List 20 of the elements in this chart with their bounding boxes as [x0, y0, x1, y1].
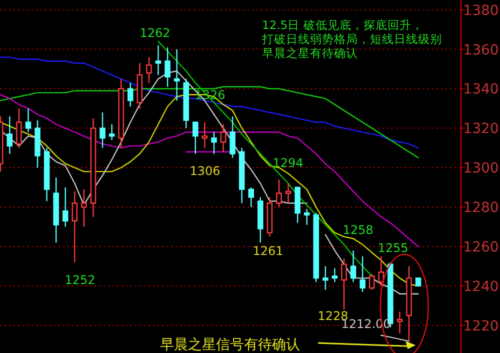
annotation: 早晨之星有待确认 — [262, 46, 358, 60]
annotation: 早晨之星信号有待确认 — [160, 337, 300, 353]
y-tick-label: 1280 — [463, 200, 499, 216]
y-tick-label: 1220 — [463, 318, 499, 334]
y-tick-label: 1340 — [463, 82, 499, 98]
y-tick-label: 1240 — [463, 278, 499, 295]
annotation: 打破日线弱势格局，短线日线级别 — [261, 32, 442, 46]
annotation: 1262 — [140, 26, 170, 40]
annotation: 1252 — [64, 273, 96, 287]
y-tick-label: 1360 — [463, 42, 499, 58]
y-tick-label: 1300 — [463, 160, 499, 177]
annotation: 1306 — [190, 164, 220, 178]
annotation: 1255 — [378, 241, 408, 255]
annotation: 12.5日 破低见底，探底回升， — [262, 18, 424, 32]
y-tick-label: 1380 — [463, 2, 499, 19]
y-tick-label: 1260 — [463, 240, 499, 256]
annotation: 1261 — [252, 244, 284, 258]
y-tick-label: 1320 — [463, 121, 499, 138]
annotation: 1294 — [272, 156, 304, 170]
annotation: 1258 — [342, 223, 374, 237]
